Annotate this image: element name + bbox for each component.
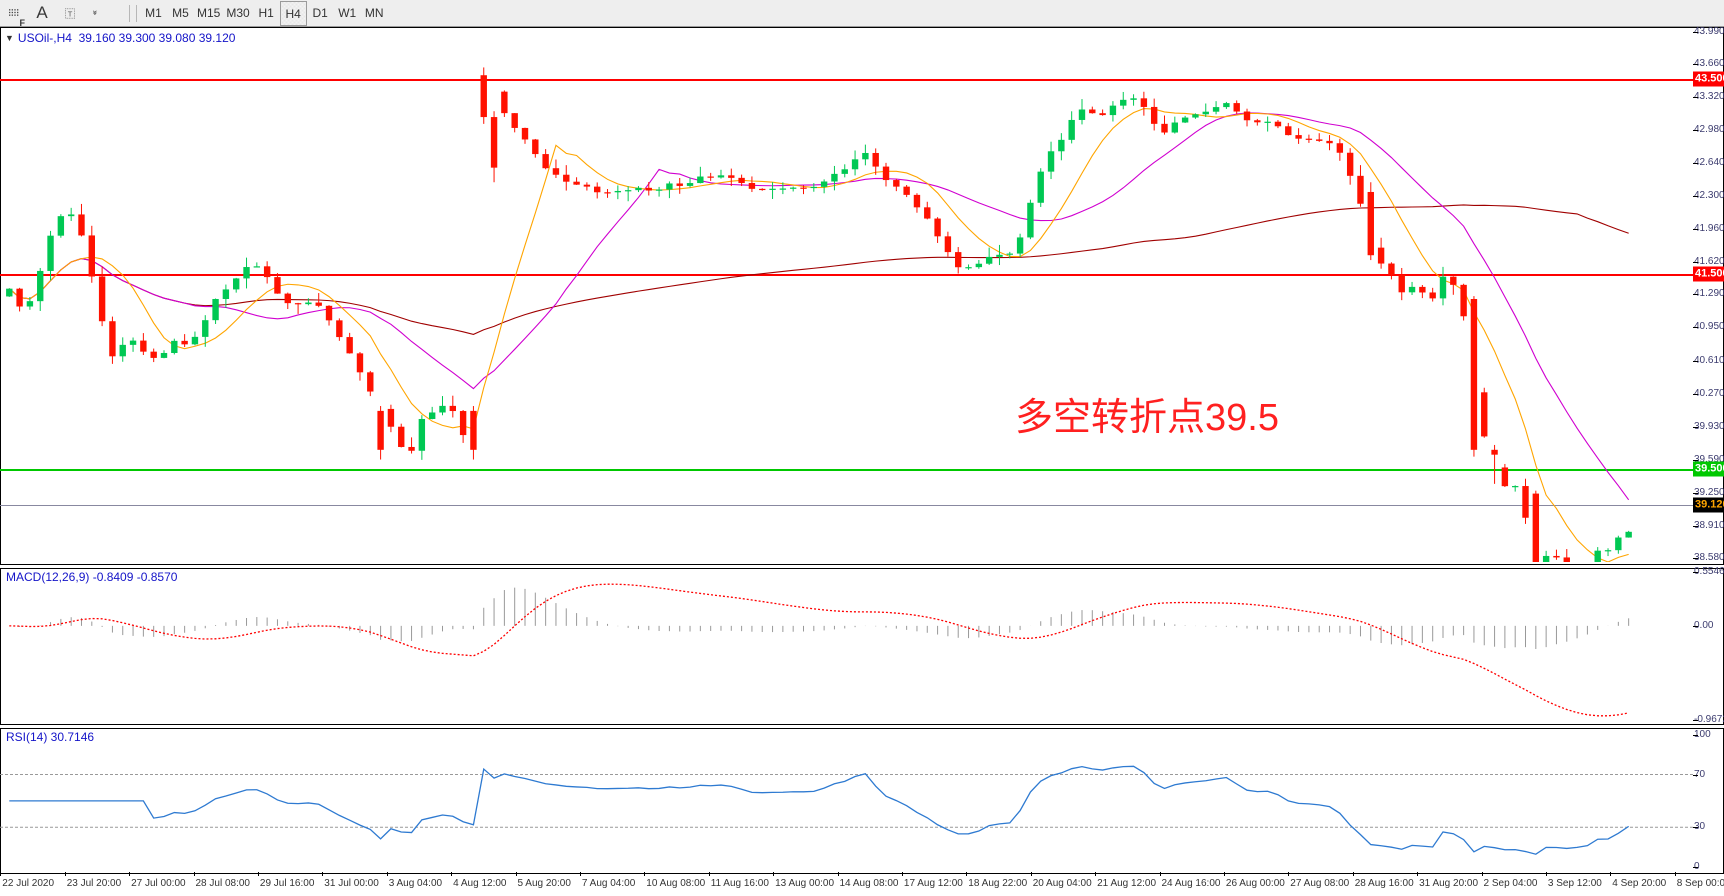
- svg-text:T: T: [68, 9, 73, 18]
